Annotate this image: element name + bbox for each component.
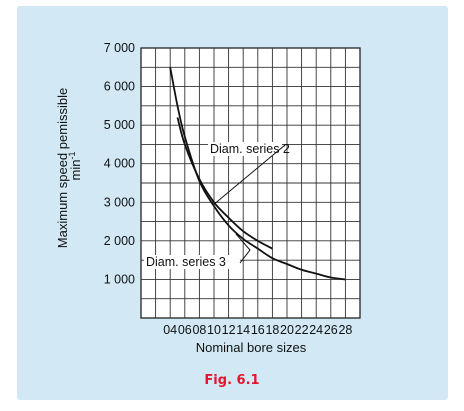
x-tick-label: 04 xyxy=(163,323,177,337)
x-tick-label: 18 xyxy=(265,323,279,337)
annotation-background xyxy=(208,142,282,156)
y-tick-label: 2 000 xyxy=(104,234,135,248)
x-axis-label: Nominal bore sizes xyxy=(196,340,307,355)
diam-series-3-curve xyxy=(169,67,346,281)
y-tick-label: 3 000 xyxy=(104,195,135,209)
annotation-leader-line xyxy=(235,233,251,264)
series-annotation: Diam. series 3 xyxy=(146,255,226,269)
figure-caption: Fig. 6.1 xyxy=(204,373,260,388)
x-tick-label: 12 xyxy=(222,323,236,337)
x-tick-label: 20 xyxy=(280,323,294,337)
annotation-background xyxy=(144,255,240,269)
y-axis-unit-base: min xyxy=(68,160,83,181)
y-tick-label: 4 000 xyxy=(104,157,135,171)
y-axis-label: Maximum speed pemissible xyxy=(55,88,70,248)
y-tick-label: 1 000 xyxy=(104,272,135,286)
x-tick-label: 14 xyxy=(236,323,250,337)
series-annotation: Diam. series 2 xyxy=(210,142,290,156)
chart-annotations: Diam. series 2 Diam. series 3 xyxy=(144,142,290,269)
x-tick-label: 28 xyxy=(338,323,352,337)
chart-curves xyxy=(169,67,346,281)
x-tick-label: 06 xyxy=(178,323,192,337)
x-tick-label: 08 xyxy=(192,323,206,337)
diam-series-2-curve xyxy=(176,117,273,250)
x-tick-label: 24 xyxy=(309,323,323,337)
y-tick-label: 7 000 xyxy=(104,41,135,55)
y-tick-labels: 1 000 2 000 3 000 4 000 5 000 6 000 7 000 xyxy=(104,41,135,286)
y-tick-label: 6 000 xyxy=(104,80,135,94)
x-tick-label: 26 xyxy=(324,323,338,337)
x-tick-label: 10 xyxy=(207,323,221,337)
annotation-leader-line xyxy=(213,144,286,205)
y-tick-label: 5 000 xyxy=(104,118,135,132)
y-axis-unit: min-1 xyxy=(67,152,83,181)
x-tick-labels: 04 06 08 10 12 14 16 18 20 22 24 26 28 xyxy=(163,323,352,337)
y-axis-unit-exponent: -1 xyxy=(67,152,77,160)
x-tick-label: 22 xyxy=(295,323,309,337)
chart-grid xyxy=(140,47,361,319)
x-tick-label: 16 xyxy=(251,323,265,337)
